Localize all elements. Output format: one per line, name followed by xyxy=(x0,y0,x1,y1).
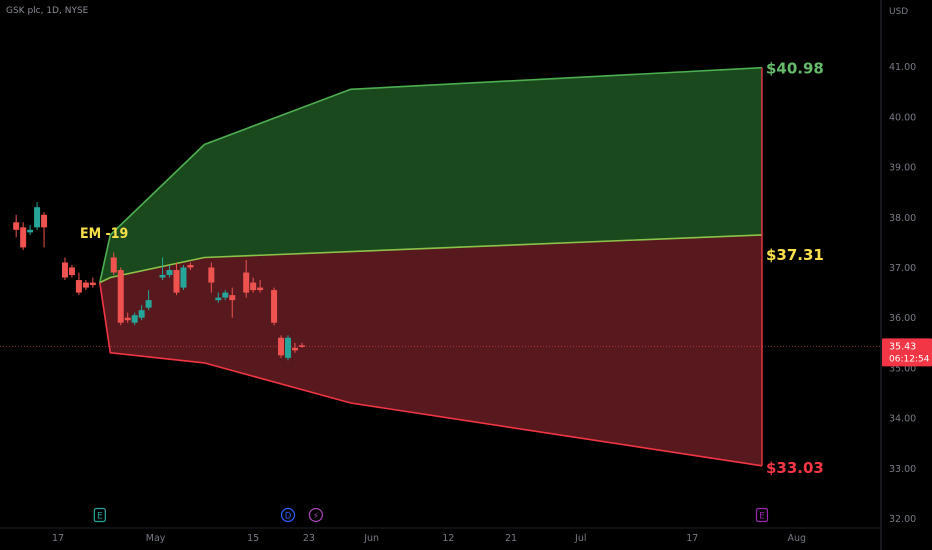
candle-body xyxy=(20,227,27,248)
event-markers[interactable]: E D ⚡ E xyxy=(93,507,769,523)
price-tick-label: 32.00 xyxy=(889,514,916,525)
candle-body xyxy=(75,280,82,293)
candle-body xyxy=(173,270,180,293)
dividend-marker-letter: D xyxy=(285,512,292,522)
time-tick-label: 21 xyxy=(505,533,517,544)
candle-body xyxy=(117,270,124,323)
candle-body xyxy=(41,214,48,228)
earnings-marker-icon xyxy=(755,507,769,523)
candle-body xyxy=(124,317,131,321)
mid-band-line xyxy=(99,234,763,284)
candle-body xyxy=(285,337,292,358)
candle-body xyxy=(291,347,298,351)
last-price-value: 35.43 xyxy=(889,341,916,352)
candle-body xyxy=(13,222,20,230)
candle-body xyxy=(61,262,68,278)
candle-body xyxy=(27,229,34,233)
mid-price-label: $37.31 xyxy=(766,246,824,264)
price-tick-label: 33.00 xyxy=(889,464,916,475)
time-tick-label: May xyxy=(146,533,166,544)
time-tick-label: Jul xyxy=(574,533,586,544)
time-tick-label: 17 xyxy=(686,533,698,544)
time-tick-label: 17 xyxy=(52,533,64,544)
currency-label: USD xyxy=(889,7,908,17)
candle-body xyxy=(110,257,117,273)
expected-move-bands xyxy=(0,66,881,467)
upper-band-line xyxy=(99,66,763,283)
band-labels: EM -19 $40.98 $37.31 $33.03 xyxy=(80,60,824,477)
earnings-marker-letter: E xyxy=(97,512,103,522)
price-tick-label: 34.00 xyxy=(889,414,916,425)
upper-price-label: $40.98 xyxy=(766,60,824,78)
candle-body xyxy=(68,267,75,276)
dividend-marker-icon xyxy=(280,507,296,523)
price-axis[interactable]: USD 41.00 40.00 39.00 38.00 37.00 36.00 35.00 34… xyxy=(882,7,932,525)
candle-body xyxy=(89,282,96,286)
earnings-marker-letter: E xyxy=(759,512,765,522)
candle-body xyxy=(278,337,285,356)
bar-countdown: 06:12:54 xyxy=(889,354,930,364)
lower-band-line xyxy=(99,282,763,467)
candle-body xyxy=(243,272,250,293)
price-tick-label: 41.00 xyxy=(889,62,916,73)
candle-body xyxy=(257,287,264,291)
earnings-marker-icon xyxy=(93,507,106,523)
price-tick-label: 40.00 xyxy=(889,112,916,123)
candle-body xyxy=(215,297,222,301)
candle-body xyxy=(82,282,89,288)
candle-body xyxy=(145,300,152,308)
time-tick-label: 23 xyxy=(303,533,315,544)
time-tick-label: 15 xyxy=(247,533,259,544)
upper-band-area xyxy=(99,67,763,283)
candle-body xyxy=(187,264,194,268)
candle-body xyxy=(159,275,166,278)
time-axis[interactable]: 17 May 15 23 Jun 12 21 Jul 17 Aug xyxy=(52,533,806,544)
price-tick-label: 36.00 xyxy=(889,313,916,324)
time-tick-label: Jun xyxy=(363,533,379,544)
candle-body xyxy=(222,292,229,298)
symbol-header[interactable]: GSK plc, 1D, NYSE xyxy=(6,6,89,16)
split-marker-icon xyxy=(308,507,323,523)
lower-band-area xyxy=(99,234,763,466)
candle-body xyxy=(298,345,305,347)
candle-body xyxy=(131,315,138,323)
candle-body xyxy=(250,282,257,291)
price-tick-label: 37.00 xyxy=(889,263,916,274)
candle-body xyxy=(180,267,187,288)
time-tick-label: 12 xyxy=(442,533,454,544)
candle-body xyxy=(271,290,278,323)
split-marker-letter: ⚡ xyxy=(313,512,319,522)
price-tick-label: 38.00 xyxy=(889,213,916,224)
candle-body xyxy=(208,267,215,283)
last-price-badge xyxy=(882,338,932,367)
price-tick-label: 35.00 xyxy=(889,363,916,374)
candle-body xyxy=(34,207,41,228)
candle-body xyxy=(138,310,145,318)
time-tick-label: Aug xyxy=(788,533,807,544)
candles xyxy=(13,202,305,361)
lower-price-label: $33.03 xyxy=(766,459,824,477)
candle-body xyxy=(166,270,173,276)
price-tick-label: 39.00 xyxy=(889,163,916,174)
expected-move-label: EM -19 xyxy=(80,226,128,242)
candle-body xyxy=(229,295,236,301)
